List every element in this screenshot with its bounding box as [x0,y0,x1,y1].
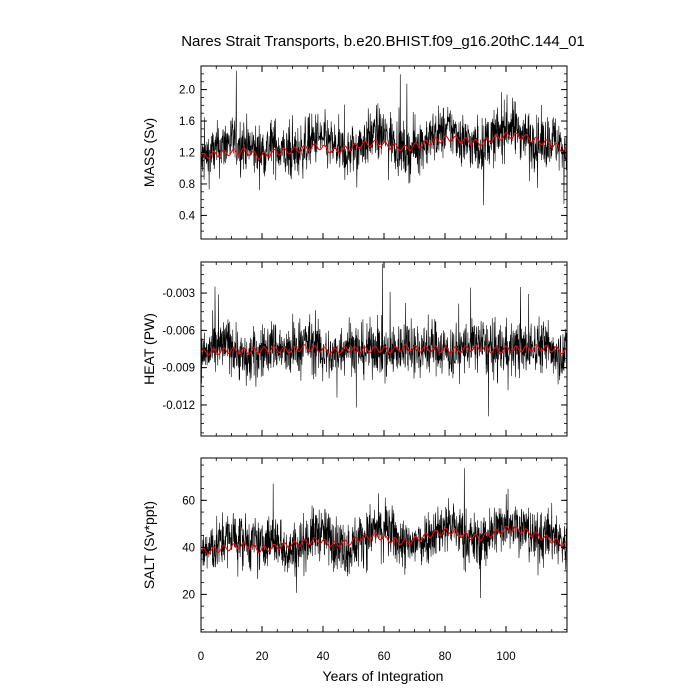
ytick-label: -0.006 [162,325,195,337]
panel-1: 0.4 0.8 1.2 1.6 2.0 MASS (Sv) [141,65,568,240]
y-axis-label: SALT (Sv*ppt) [141,501,157,589]
ytick-label: -0.003 [162,288,195,300]
ytick-label: 1.2 [179,148,195,160]
xtick-label: 80 [439,651,452,663]
ytick-label: -0.009 [162,363,195,375]
xtick-label: 20 [256,651,269,663]
series-smoothed-panel-1 [201,132,567,160]
xtick-label: 60 [378,651,391,663]
ytick-label: 0.8 [179,179,195,191]
xtick-label: 0 [198,651,204,663]
series-smoothed-panel-2 [201,344,567,356]
series-smoothed-panel-3 [201,525,567,555]
ytick-label: 60 [182,495,195,507]
xtick-label: 40 [317,651,330,663]
ytick-label: 0.4 [179,210,196,222]
xtick-label: 100 [496,651,515,663]
ytick-label: 2.0 [179,85,195,97]
ytick-label: 1.6 [179,116,195,128]
series-monthly-panel-3 [201,468,567,598]
ytick-label: 20 [182,589,195,601]
x-axis-label: Years of Integration [323,668,444,684]
ytick-label: 40 [182,542,195,554]
y-axis-label: HEAT (PW) [141,313,157,385]
ytick-label: -0.012 [162,400,195,412]
series-monthly-panel-2 [201,263,567,417]
panel-2: -0.003 -0.006 -0.009 -0.012 HEAT (PW) [141,261,568,437]
panel-3: 20 40 60 SALT (Sv*ppt) [141,457,568,633]
y-axis-label: MASS (Sv) [141,118,157,187]
chart-title: Nares Strait Transports, b.e20.BHIST.f09… [181,33,585,50]
